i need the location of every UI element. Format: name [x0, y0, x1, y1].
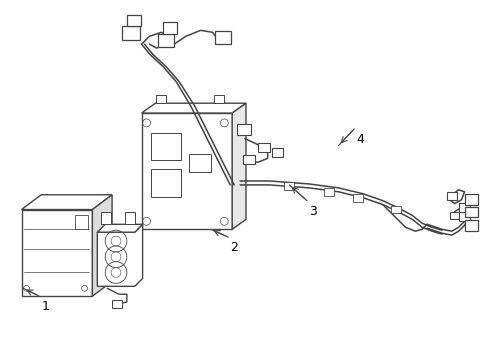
Bar [450, 212, 460, 219]
Polygon shape [142, 113, 232, 229]
Bar [158, 34, 174, 47]
Polygon shape [142, 103, 246, 113]
Bar [243, 156, 255, 164]
Bar [258, 143, 270, 152]
Bar [465, 220, 478, 231]
Bar [391, 206, 400, 213]
Bar [215, 95, 224, 103]
Bar [122, 26, 140, 40]
Bar [74, 215, 89, 229]
Bar [189, 154, 211, 172]
Bar [353, 194, 363, 202]
Bar [163, 22, 177, 34]
Bar [465, 207, 478, 217]
Bar [125, 212, 135, 224]
Polygon shape [98, 224, 143, 232]
Polygon shape [98, 224, 143, 286]
Text: 4: 4 [356, 133, 364, 146]
Bar [459, 212, 470, 221]
Bar [127, 15, 141, 26]
Polygon shape [232, 103, 246, 229]
Bar [151, 133, 181, 160]
Bar [465, 194, 478, 204]
Text: 3: 3 [309, 204, 317, 217]
Text: 1: 1 [41, 300, 49, 313]
Bar [112, 300, 122, 308]
Bar [284, 182, 294, 190]
Polygon shape [93, 195, 112, 296]
Bar [324, 188, 334, 196]
Text: 2: 2 [230, 241, 238, 254]
Bar [271, 148, 283, 157]
Bar [447, 192, 457, 200]
Polygon shape [22, 210, 93, 296]
Bar [156, 95, 166, 103]
Bar [151, 169, 181, 197]
Bar [216, 31, 231, 44]
Bar [459, 203, 470, 212]
Polygon shape [22, 195, 112, 210]
Bar [101, 212, 111, 224]
Bar [237, 124, 251, 135]
